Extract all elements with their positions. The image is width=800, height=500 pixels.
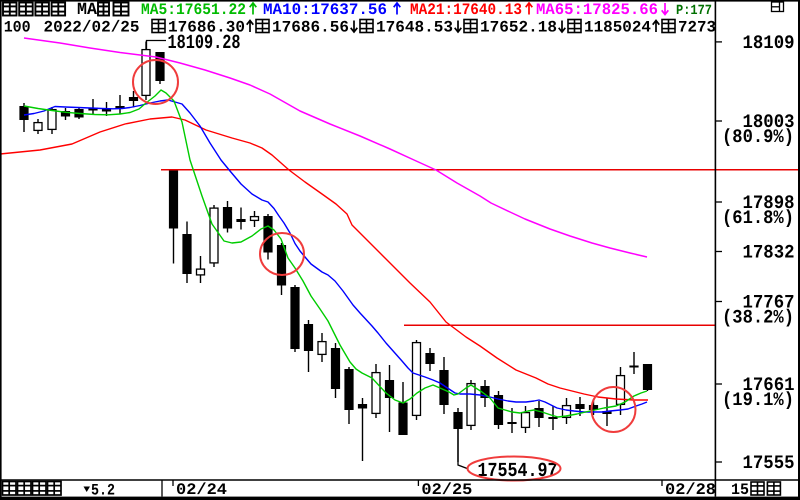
svg-text:100: 100 xyxy=(4,19,31,37)
svg-text:17686.56: 17686.56 xyxy=(272,19,349,37)
svg-text:MA5:17651.22: MA5:17651.22 xyxy=(141,1,246,19)
svg-text:2022/02/25: 2022/02/25 xyxy=(44,19,140,37)
svg-text:(38.2%): (38.2%) xyxy=(722,307,794,329)
svg-text:17898: 17898 xyxy=(743,192,795,214)
svg-text:(61.8%): (61.8%) xyxy=(722,207,794,229)
svg-text:MA21:17640.13: MA21:17640.13 xyxy=(410,1,522,19)
svg-text:17652.18: 17652.18 xyxy=(480,19,557,37)
svg-text:1185024: 1185024 xyxy=(584,19,651,37)
svg-text:18109.28: 18109.28 xyxy=(168,32,241,55)
svg-text:15: 15 xyxy=(731,481,749,499)
svg-text:18003: 18003 xyxy=(743,111,795,133)
svg-text:17686.30: 17686.30 xyxy=(168,19,245,37)
svg-text:17554.97: 17554.97 xyxy=(478,460,558,483)
svg-text:7273: 7273 xyxy=(678,19,716,37)
svg-text:17767: 17767 xyxy=(743,292,795,314)
svg-text:P:177: P:177 xyxy=(676,3,712,19)
svg-text:02/24: 02/24 xyxy=(176,481,227,499)
svg-text:17648.53: 17648.53 xyxy=(376,19,453,37)
svg-text:MA: MA xyxy=(77,1,98,20)
svg-text:17832: 17832 xyxy=(743,242,795,264)
svg-text:17555: 17555 xyxy=(743,452,795,474)
svg-text:(80.9%): (80.9%) xyxy=(722,126,794,148)
svg-text:17661: 17661 xyxy=(743,374,795,396)
svg-text:5.2: 5.2 xyxy=(91,482,115,500)
svg-text:02/28: 02/28 xyxy=(665,481,716,499)
svg-text:MA10:17637.56: MA10:17637.56 xyxy=(263,1,387,19)
svg-text:MA65:17825.66: MA65:17825.66 xyxy=(536,1,658,19)
svg-text:(19.1%): (19.1%) xyxy=(722,389,794,411)
svg-text:02/25: 02/25 xyxy=(421,481,472,499)
svg-text:18109: 18109 xyxy=(743,32,795,54)
